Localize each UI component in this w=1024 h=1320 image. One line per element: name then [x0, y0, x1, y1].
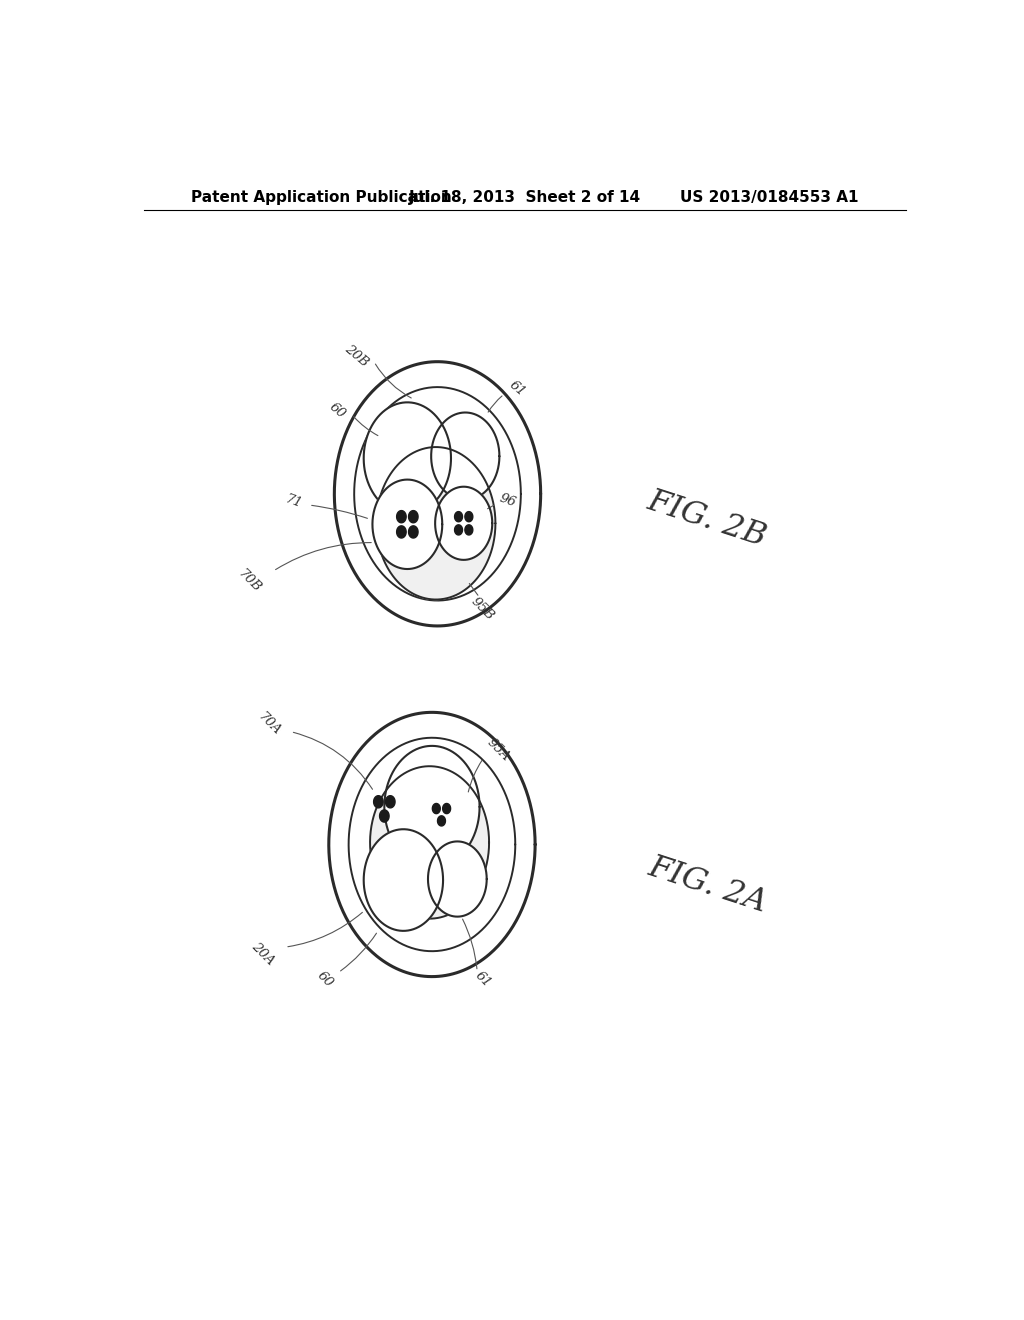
- Polygon shape: [442, 804, 451, 813]
- Polygon shape: [386, 796, 395, 808]
- Text: 95B: 95B: [469, 595, 497, 623]
- Polygon shape: [384, 746, 479, 867]
- Polygon shape: [465, 525, 473, 535]
- Polygon shape: [409, 511, 418, 523]
- Polygon shape: [437, 816, 445, 826]
- Text: 61: 61: [472, 969, 494, 990]
- Polygon shape: [455, 512, 463, 521]
- Text: 60: 60: [327, 400, 348, 421]
- Polygon shape: [396, 525, 407, 539]
- Polygon shape: [428, 841, 486, 916]
- Polygon shape: [396, 511, 407, 523]
- Text: 71: 71: [283, 492, 303, 511]
- Polygon shape: [364, 829, 443, 931]
- Text: 70A: 70A: [255, 710, 284, 738]
- Polygon shape: [409, 525, 418, 539]
- Text: 20B: 20B: [342, 342, 371, 370]
- Text: 70B: 70B: [236, 568, 263, 595]
- Polygon shape: [465, 512, 473, 521]
- Polygon shape: [380, 810, 389, 822]
- Polygon shape: [377, 447, 496, 599]
- Polygon shape: [432, 804, 440, 813]
- Text: US 2013/0184553 A1: US 2013/0184553 A1: [680, 190, 858, 205]
- Text: FIG. 2A: FIG. 2A: [644, 851, 771, 919]
- Polygon shape: [374, 796, 383, 808]
- Polygon shape: [364, 403, 451, 513]
- Text: FIG. 2B: FIG. 2B: [644, 486, 771, 553]
- Text: Patent Application Publication: Patent Application Publication: [191, 190, 453, 205]
- Text: 60: 60: [314, 969, 335, 990]
- Text: 96: 96: [498, 492, 517, 510]
- Polygon shape: [455, 525, 463, 535]
- Polygon shape: [373, 479, 442, 569]
- Polygon shape: [435, 487, 493, 560]
- Text: 95A: 95A: [484, 737, 513, 764]
- Text: 20A: 20A: [249, 940, 276, 968]
- Text: Jul. 18, 2013  Sheet 2 of 14: Jul. 18, 2013 Sheet 2 of 14: [409, 190, 641, 205]
- Polygon shape: [370, 766, 489, 919]
- Polygon shape: [431, 413, 500, 500]
- Text: 61: 61: [506, 379, 527, 400]
